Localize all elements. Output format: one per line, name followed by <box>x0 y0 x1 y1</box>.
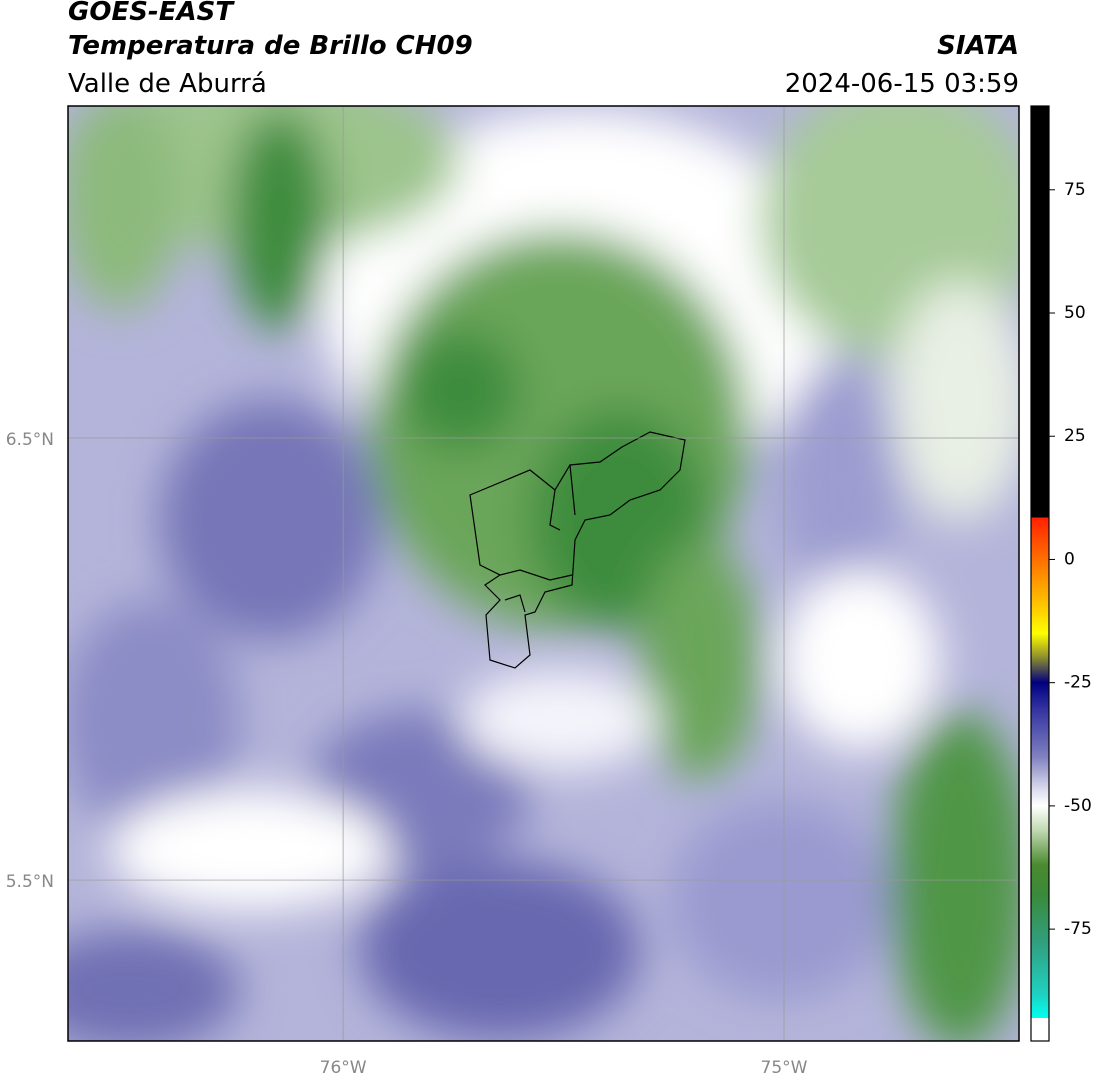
subtitle: Temperatura de Brillo CH09 <box>68 31 473 61</box>
colorbar-tick-label: 0 <box>1064 549 1075 569</box>
y-tick-label: 6.5°N <box>6 430 54 450</box>
x-tick-label: 76°W <box>320 1058 367 1078</box>
colorbar-tick-label: 25 <box>1064 426 1086 446</box>
datetime: 2024-06-15 03:59 <box>785 69 1019 99</box>
map-frame <box>67 105 1020 1042</box>
valley-boundary <box>469 431 686 669</box>
colorbar-tick-label: 50 <box>1064 303 1086 323</box>
colorbar-tick-label: -75 <box>1064 919 1092 939</box>
source: SIATA <box>937 31 1019 61</box>
colorbar <box>1030 105 1050 1042</box>
satellite-image <box>68 106 1019 1041</box>
colorbar-tick-label: 75 <box>1064 180 1086 200</box>
title: GOES-EAST <box>68 0 235 27</box>
colorbar-tick-label: -50 <box>1064 796 1092 816</box>
y-tick-label: 5.5°N <box>6 872 54 892</box>
region: Valle de Aburrá <box>68 69 267 99</box>
x-tick-label: 75°W <box>761 1058 808 1078</box>
colorbar-tick-label: -25 <box>1064 673 1092 693</box>
